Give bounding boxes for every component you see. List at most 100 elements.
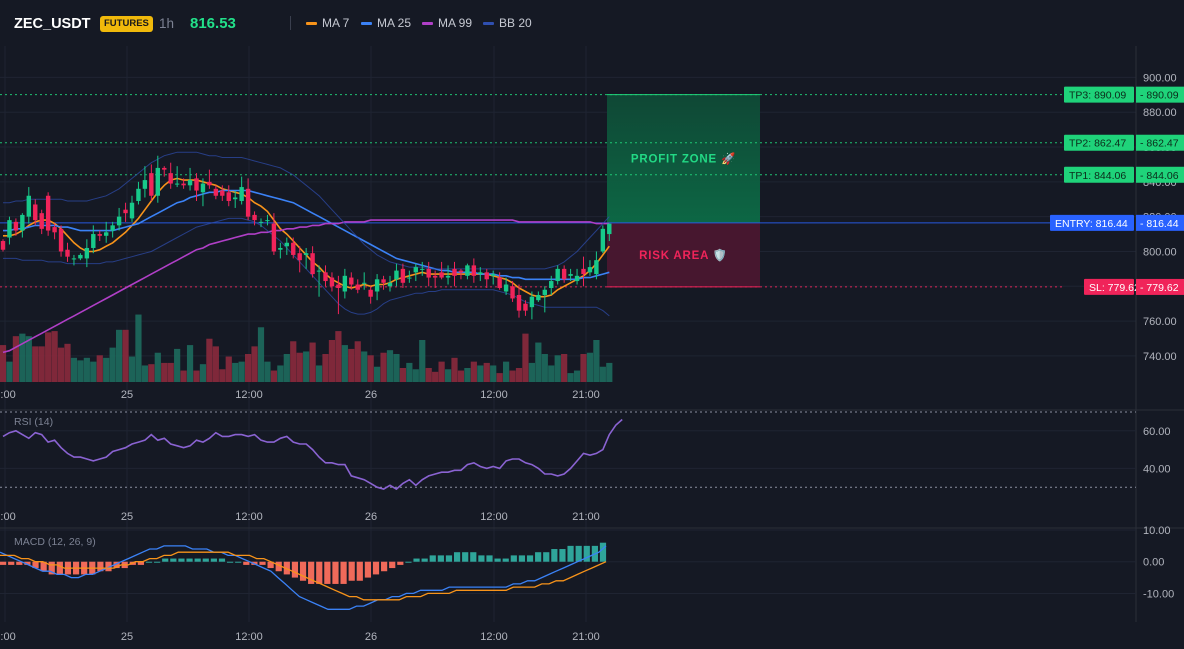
macd-histogram-bar <box>567 545 574 562</box>
rsi-line <box>2 418 623 491</box>
price-tick-label: 760.00 <box>1143 316 1177 328</box>
macd-histogram-bar <box>0 561 7 565</box>
macd-histogram-bar <box>397 561 404 565</box>
volume-bar <box>599 366 606 382</box>
level-tag-box <box>1064 86 1134 103</box>
candle-body <box>239 187 244 201</box>
volume-bar <box>180 370 187 382</box>
chart-header: ZEC_USDT FUTURES 1h 816.53 MA 7 MA 25 MA… <box>0 0 1184 46</box>
candle-body <box>561 268 567 280</box>
candle-body <box>52 227 57 233</box>
macd-histogram-bar <box>332 561 339 584</box>
candle-body <box>400 268 406 283</box>
macd-histogram-bar <box>437 555 444 562</box>
candle-body <box>7 220 12 238</box>
volume-bar <box>6 361 13 382</box>
level-tag-label: TP1: 844.06 <box>1069 170 1126 182</box>
candle-body <box>136 188 141 201</box>
volume-bar <box>103 357 110 382</box>
macd-histogram-bar <box>194 558 201 562</box>
header-divider <box>290 16 291 30</box>
macd-histogram-bar <box>518 555 526 562</box>
candle-body <box>174 183 180 185</box>
timeframe-label[interactable]: 1h <box>159 16 175 31</box>
level-tag-label: ENTRY: 816.44 <box>1055 218 1128 230</box>
candle-body <box>581 268 586 275</box>
candle-body <box>265 220 270 222</box>
macd-histogram-bar <box>356 561 363 581</box>
legend-bb20[interactable]: BB 20 <box>483 16 532 30</box>
volume-bar <box>470 361 477 382</box>
candle-body <box>362 282 367 284</box>
legend-ma7[interactable]: MA 7 <box>306 16 349 30</box>
volume-bar <box>70 357 78 382</box>
candle-body <box>162 167 167 170</box>
macd-histogram-bar <box>145 561 153 563</box>
volume-bar <box>503 361 510 382</box>
macd-tick-label: 10.00 <box>1143 525 1171 537</box>
symbol-name[interactable]: ZEC_USDT <box>14 16 91 32</box>
candle-body <box>323 272 328 282</box>
legend-swatch <box>361 21 372 25</box>
volume-bar <box>522 333 529 382</box>
macd-histogram-bar <box>56 561 63 575</box>
macd-histogram-bar <box>462 552 469 562</box>
candle-body <box>387 282 393 287</box>
legend-ma25[interactable]: MA 25 <box>361 16 411 30</box>
time-tick-label: 25 <box>121 511 133 523</box>
macd-histogram-bar <box>235 561 242 563</box>
level-tag-label: TP2: 862.47 <box>1069 138 1126 150</box>
price-tick-label: 900.00 <box>1143 72 1177 84</box>
candle-body <box>284 242 289 247</box>
volume-bar <box>515 368 523 382</box>
volume-bar <box>528 362 535 382</box>
volume-bar <box>270 370 277 382</box>
level-value-box <box>1136 134 1184 151</box>
volume-bar <box>573 370 581 382</box>
legend-ma99[interactable]: MA 99 <box>422 16 472 30</box>
macd-histogram-bar <box>170 558 177 562</box>
level-tag-box <box>1064 134 1134 151</box>
volume-bar <box>0 345 7 382</box>
rsi-label: RSI (14) <box>14 416 53 428</box>
macd-histogram-bar <box>551 549 558 562</box>
level-value-box <box>1136 214 1184 231</box>
macd-histogram-bar <box>105 561 112 572</box>
volume-bar <box>96 355 103 382</box>
macd-histogram-bar <box>275 561 282 572</box>
volume-bar <box>277 365 284 382</box>
macd-histogram-bar <box>210 558 217 562</box>
volume-bar <box>232 362 239 382</box>
volume-bar <box>483 362 490 382</box>
time-tick-label: 12:00 <box>235 511 263 523</box>
time-tick-label: 12:00 <box>235 389 263 401</box>
volume-bar <box>561 354 568 382</box>
candle-body <box>200 183 206 193</box>
macd-histogram-bar <box>283 561 290 575</box>
candle-body <box>84 247 90 259</box>
candle-body <box>310 253 315 275</box>
macd-histogram-bar <box>429 555 436 562</box>
macd-histogram-bar <box>97 561 104 572</box>
candle-body <box>233 197 238 200</box>
candle-body <box>368 289 373 297</box>
candle-body <box>336 284 341 289</box>
volume-bar <box>315 365 323 382</box>
candle-body <box>452 268 457 276</box>
volume-bar <box>367 355 374 382</box>
candle-body <box>149 173 154 196</box>
macd-histogram-bar <box>494 558 501 562</box>
legend-label: MA 7 <box>322 16 350 30</box>
candle-body <box>349 277 354 285</box>
volume-bar <box>438 361 445 382</box>
volume-bar <box>167 362 174 382</box>
volume-bar <box>38 346 45 382</box>
candle-body <box>291 242 296 255</box>
legend-swatch <box>483 21 494 25</box>
series-line-ma-99 <box>2 219 610 354</box>
macd-histogram-bar <box>445 555 453 562</box>
macd-histogram-bar <box>526 555 534 562</box>
candle-body <box>394 270 399 280</box>
candle-body <box>407 277 412 279</box>
